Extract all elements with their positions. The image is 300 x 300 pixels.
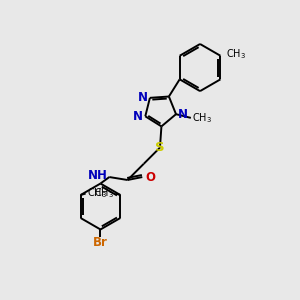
Text: CH$_3$: CH$_3$	[226, 47, 246, 61]
Text: S: S	[155, 141, 165, 154]
Text: Br: Br	[93, 236, 108, 249]
Text: N: N	[133, 110, 143, 123]
Text: N: N	[137, 91, 148, 104]
Text: N: N	[178, 108, 188, 121]
Text: CH$_3$: CH$_3$	[87, 187, 107, 200]
Text: O: O	[145, 171, 155, 184]
Text: CH$_3$: CH$_3$	[94, 187, 114, 200]
Text: NH: NH	[88, 169, 108, 182]
Text: CH$_3$: CH$_3$	[192, 111, 212, 125]
